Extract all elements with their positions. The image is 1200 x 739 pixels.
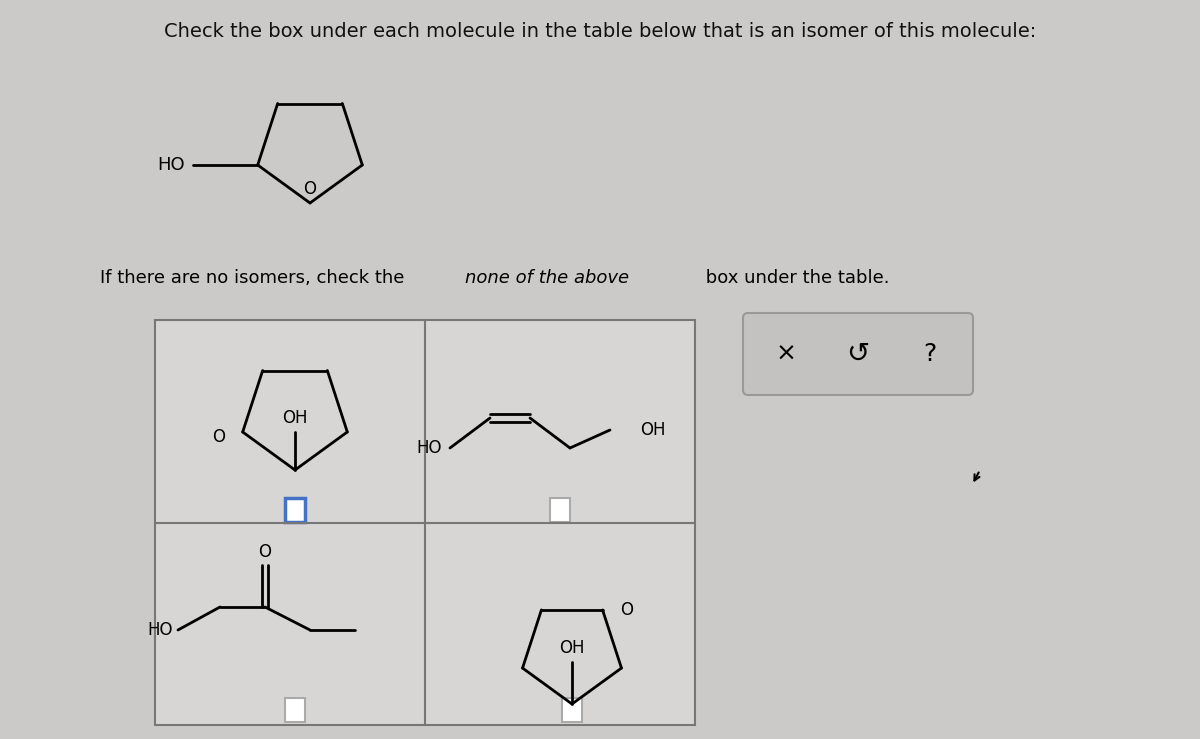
Text: HO: HO [148,621,173,639]
Text: none of the above: none of the above [466,269,629,287]
Text: ?: ? [923,342,937,366]
Text: O: O [258,543,271,561]
Text: HO: HO [157,156,185,174]
Text: OH: OH [640,421,666,439]
Text: HO: HO [416,439,442,457]
Text: OH: OH [559,639,584,657]
Text: O: O [304,180,317,198]
Text: Check the box under each molecule in the table below that is an isomer of this m: Check the box under each molecule in the… [164,22,1036,41]
Bar [286,498,305,522]
Bar [562,698,582,722]
Text: O: O [620,601,634,619]
Bar [550,498,570,522]
Text: O: O [211,428,224,446]
Text: box under the table.: box under the table. [700,269,889,287]
FancyBboxPatch shape [743,313,973,395]
Text: If there are no isomers, check the: If there are no isomers, check the [100,269,410,287]
Text: OH: OH [282,409,307,427]
Text: ×: × [775,342,797,366]
Bar [155,320,695,725]
Bar [286,698,305,722]
Text: ↺: ↺ [846,340,870,368]
